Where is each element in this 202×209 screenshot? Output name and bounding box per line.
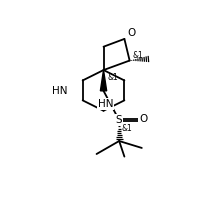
Text: &1: &1 xyxy=(133,51,143,60)
Text: HN: HN xyxy=(52,86,68,96)
Text: O: O xyxy=(127,28,136,38)
Text: S: S xyxy=(116,115,122,125)
Text: &1: &1 xyxy=(107,73,118,82)
Text: O: O xyxy=(139,114,147,124)
Text: &1: &1 xyxy=(122,124,133,133)
Text: HN: HN xyxy=(98,99,113,109)
Polygon shape xyxy=(100,70,107,91)
